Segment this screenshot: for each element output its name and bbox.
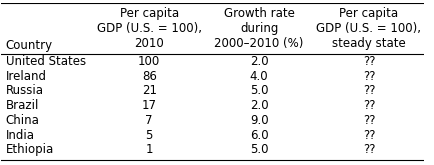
Text: 5: 5 xyxy=(145,129,153,142)
Text: 100: 100 xyxy=(138,55,161,68)
Text: Country: Country xyxy=(6,39,53,52)
Text: ??: ?? xyxy=(363,99,375,112)
Text: Ireland: Ireland xyxy=(6,70,46,83)
Text: India: India xyxy=(6,129,35,142)
Text: 4.0: 4.0 xyxy=(250,70,268,83)
Text: ??: ?? xyxy=(363,143,375,156)
Text: ??: ?? xyxy=(363,114,375,127)
Text: Brazil: Brazil xyxy=(6,99,39,112)
Text: 2.0: 2.0 xyxy=(250,55,268,68)
Text: 2.0: 2.0 xyxy=(250,99,268,112)
Text: 21: 21 xyxy=(142,84,157,97)
Text: Russia: Russia xyxy=(6,84,43,97)
Text: 7: 7 xyxy=(145,114,153,127)
Text: ??: ?? xyxy=(363,70,375,83)
Text: Ethiopia: Ethiopia xyxy=(6,143,54,156)
Text: 5.0: 5.0 xyxy=(250,143,268,156)
Text: Growth rate
during
2000–2010 (%): Growth rate during 2000–2010 (%) xyxy=(214,7,304,50)
Text: 6.0: 6.0 xyxy=(250,129,268,142)
Text: 17: 17 xyxy=(142,99,157,112)
Text: ??: ?? xyxy=(363,129,375,142)
Text: Per capita
GDP (U.S. = 100),
2010: Per capita GDP (U.S. = 100), 2010 xyxy=(97,7,202,50)
Text: 5.0: 5.0 xyxy=(250,84,268,97)
Text: China: China xyxy=(6,114,39,127)
Text: 86: 86 xyxy=(142,70,157,83)
Text: 9.0: 9.0 xyxy=(250,114,268,127)
Text: Per capita
GDP (U.S. = 100),
steady state: Per capita GDP (U.S. = 100), steady stat… xyxy=(316,7,421,50)
Text: ??: ?? xyxy=(363,55,375,68)
Text: ??: ?? xyxy=(363,84,375,97)
Text: United States: United States xyxy=(6,55,86,68)
Text: 1: 1 xyxy=(145,143,153,156)
